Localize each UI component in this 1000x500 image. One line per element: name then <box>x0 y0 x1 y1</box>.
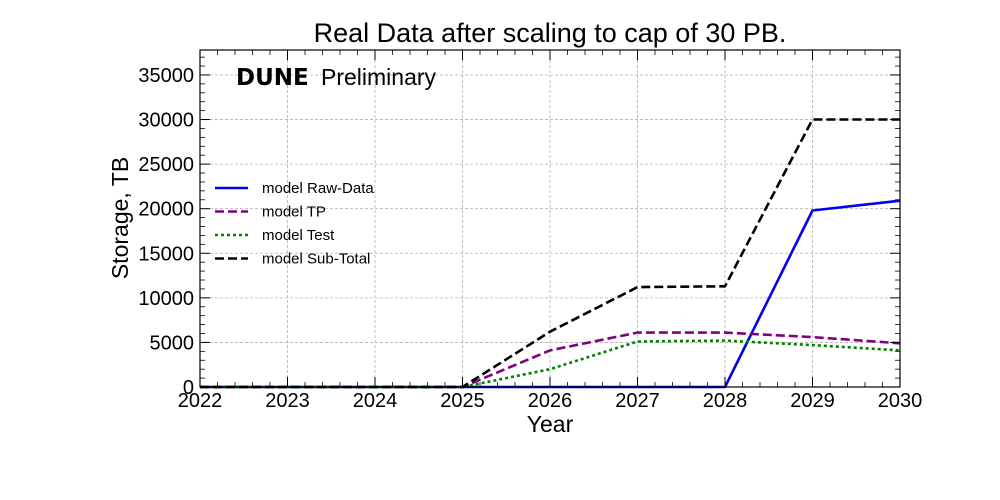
series-line-model-tp <box>200 331 901 389</box>
x-tick-label: 2025 <box>440 390 485 412</box>
legend-label-model-raw-data: model Raw-Data <box>262 180 374 197</box>
y-tick-label: 25000 <box>138 154 194 176</box>
x-tick-label: 2026 <box>528 390 573 412</box>
y-tick-label: 30000 <box>138 110 194 132</box>
brand-label-preliminary: Preliminary <box>321 64 437 90</box>
series-line-model-sub-total <box>200 118 900 389</box>
x-axis-title: Year <box>527 411 574 437</box>
brand-label-bold: DUNE <box>236 65 309 91</box>
x-tick-label: 2027 <box>615 390 660 412</box>
legend-label-model-test: model Test <box>262 227 335 244</box>
x-tick-label: 2030 <box>878 390 923 412</box>
tick-labels: 2022 2023 2024 2025 2026 2027 2028 2029 2030 0 500… <box>138 65 922 412</box>
x-tick-label: 2022 <box>178 390 223 412</box>
legend-label-model-sub-total: model Sub-Total <box>262 251 370 268</box>
axis-ticks <box>199 50 901 388</box>
y-tick-label: 5000 <box>150 332 195 354</box>
y-tick-label: 15000 <box>138 243 194 265</box>
y-axis-title: Storage, TB <box>107 157 133 279</box>
y-tick-label: 35000 <box>138 65 194 87</box>
x-tick-label: 2029 <box>790 390 835 412</box>
legend-label-model-tp: model TP <box>262 204 326 221</box>
x-tick-label: 2028 <box>703 390 748 412</box>
legend: model Raw-Data model TP model Test model Su… <box>215 180 374 268</box>
y-tick-label: 20000 <box>138 199 194 221</box>
chart-title: Real Data after scaling to cap of 30 PB. <box>314 18 787 48</box>
y-tick-label: 10000 <box>138 288 194 310</box>
brand-label: DUNE Preliminary <box>236 64 437 91</box>
y-tick-label: 0 <box>183 377 194 399</box>
x-tick-label: 2023 <box>265 390 310 412</box>
x-tick-label: 2024 <box>353 390 398 412</box>
